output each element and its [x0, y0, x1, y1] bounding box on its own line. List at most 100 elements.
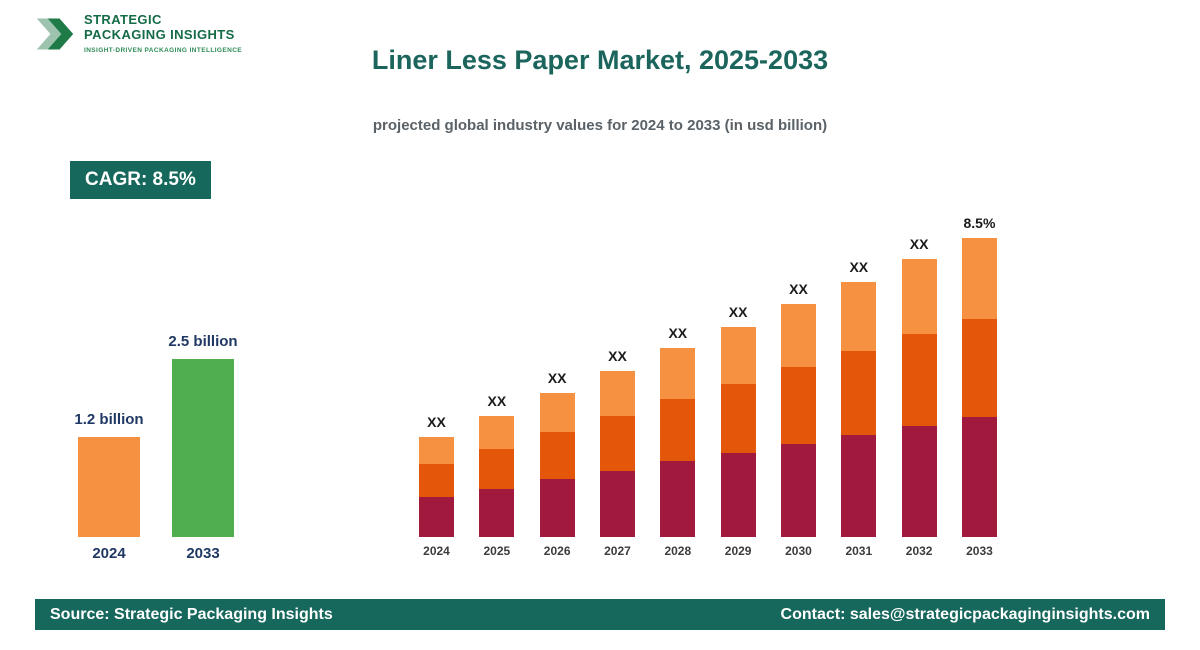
stacked-bar	[961, 238, 997, 537]
bar-segment	[841, 435, 877, 537]
page-title: Liner Less Paper Market, 2025-2033	[371, 45, 829, 75]
footer-contact: Contact: sales@strategicpackaginginsight…	[780, 605, 1150, 623]
brand-tagline: INSIGHT-DRIVEN PACKAGING INTELLIGENCE	[84, 47, 243, 55]
stacked-bar	[599, 371, 635, 537]
stacked-bar-area: XX	[660, 200, 696, 537]
bar-segment	[660, 399, 696, 462]
bar-segment	[841, 350, 877, 435]
stacked-bar-area: 8.5%	[961, 200, 997, 537]
bar-segment	[780, 304, 816, 367]
stacked-bar-area: XX	[599, 200, 635, 537]
stacked-bar-group: XX 2028	[660, 200, 696, 558]
bar-segment	[419, 497, 454, 537]
bar-year-label: 2029	[724, 544, 752, 558]
stacked-bar	[419, 437, 454, 537]
bar-top-label: XX	[668, 325, 688, 341]
stacked-bar-group: XX 2029	[720, 200, 756, 558]
bar-year-label: 2030	[785, 544, 812, 558]
stacked-bar-area: XX	[479, 200, 515, 538]
bar-segment	[780, 443, 816, 537]
stacked-bar	[780, 304, 816, 537]
brand-name-line1: STRATEGIC	[84, 12, 162, 28]
summary-bar-area: 1.2 billion	[74, 322, 144, 537]
bar-segment	[720, 327, 756, 384]
stacked-bar-group: 8.5% 2033	[961, 200, 997, 558]
stacked-bar	[539, 393, 575, 537]
bar-top-label: XX	[849, 259, 869, 275]
summary-chart: 1.2 billion 2024 2.5 billion 2033	[74, 322, 237, 562]
bar-year-label: 2027	[604, 544, 631, 558]
stacked-bar-area: XX	[419, 200, 454, 537]
bar-segment	[720, 383, 756, 453]
stacked-bar	[720, 327, 756, 537]
bar-segment	[961, 238, 997, 319]
bar-segment	[901, 425, 937, 537]
projection-chart: XX 2024 XX 2025 XX 2026 XX 2027 XX 2028 XX 2029 XX 20…	[419, 200, 997, 558]
stacked-bar	[901, 259, 937, 537]
bar-segment	[599, 470, 635, 537]
bar-segment	[660, 348, 696, 400]
stacked-bar-group: XX 2026	[539, 200, 575, 558]
brand-logo: STRATEGIC PACKAGING INSIGHTS INSIGHT-DRI…	[35, 12, 242, 56]
bar	[78, 437, 140, 537]
summary-bar-group: 2.5 billion 2033	[168, 322, 237, 562]
summary-chart-bars: 1.2 billion 2024 2.5 billion 2033	[74, 322, 237, 562]
bar-top-label: XX	[547, 370, 567, 386]
bar-top-label: XX	[728, 304, 748, 320]
bar-year-label: 2024	[423, 544, 450, 558]
bar-segment	[961, 417, 997, 537]
bar-segment	[901, 259, 937, 335]
stacked-bar-area: XX	[841, 200, 877, 537]
bar-value-label: 2.5 billion	[168, 333, 238, 350]
summary-bar-area: 2.5 billion	[168, 322, 238, 537]
projection-chart-bars: XX 2024 XX 2025 XX 2026 XX 2027 XX 2028 XX 2029 XX 20…	[419, 200, 997, 558]
chevron-logo-icon	[35, 12, 75, 56]
bar-segment	[479, 448, 515, 489]
stacked-bar-area: XX	[901, 200, 937, 537]
footer-source: Source: Strategic Packaging Insights	[50, 605, 333, 623]
bar-segment	[961, 318, 997, 418]
stacked-bar-area: XX	[720, 200, 756, 537]
stacked-bar-area: XX	[780, 200, 816, 537]
stacked-bar-area: XX	[539, 200, 575, 537]
page-subtitle: projected global industry values for 202…	[372, 117, 828, 134]
bar-segment	[419, 464, 454, 497]
bar-top-label: XX	[427, 414, 446, 430]
bar-segment	[539, 431, 575, 480]
bar-segment	[599, 415, 635, 471]
cagr-badge: CAGR: 8.5%	[70, 161, 211, 199]
bar-segment	[599, 371, 635, 416]
stacked-bar	[841, 282, 877, 537]
stacked-bar	[479, 416, 515, 538]
bar-top-label: XX	[789, 281, 808, 297]
bar-segment	[901, 334, 937, 426]
bar-year-label: 2026	[543, 544, 571, 558]
bar-year-label: 2028	[664, 544, 692, 558]
bar-year-label: 2031	[845, 544, 873, 558]
bar-segment	[780, 366, 816, 444]
stacked-bar-group: XX 2032	[901, 200, 937, 558]
bar-segment	[660, 461, 696, 537]
stacked-bar-group: XX 2027	[599, 200, 635, 558]
bar-top-label: XX	[487, 393, 507, 409]
stacked-bar-group: XX 2031	[841, 200, 877, 558]
brand-name-line2: PACKAGING INSIGHTS	[84, 27, 235, 43]
stacked-bar-group: XX 2024	[419, 200, 454, 558]
bar-segment	[479, 416, 515, 449]
bar-top-label: XX	[608, 348, 627, 364]
bar-segment	[539, 393, 575, 432]
bar-segment	[539, 479, 575, 537]
bar-segment	[419, 437, 454, 464]
bar-top-label: XX	[909, 236, 929, 252]
footer-bar: Source: Strategic Packaging Insights Con…	[35, 599, 1165, 630]
brand-logo-text: STRATEGIC PACKAGING INSIGHTS INSIGHT-DRI…	[84, 12, 243, 55]
bar-year-label: 2024	[92, 545, 126, 562]
bar-year-label: 2033	[186, 545, 220, 562]
summary-bar-group: 1.2 billion 2024	[74, 322, 143, 562]
bar-year-label: 2025	[483, 544, 511, 558]
stacked-bar	[660, 348, 696, 537]
stacked-bar-group: XX 2030	[780, 200, 816, 558]
bar-year-label: 2033	[966, 544, 993, 558]
stacked-bar-group: XX 2025	[479, 200, 515, 558]
bar-segment	[720, 453, 756, 537]
